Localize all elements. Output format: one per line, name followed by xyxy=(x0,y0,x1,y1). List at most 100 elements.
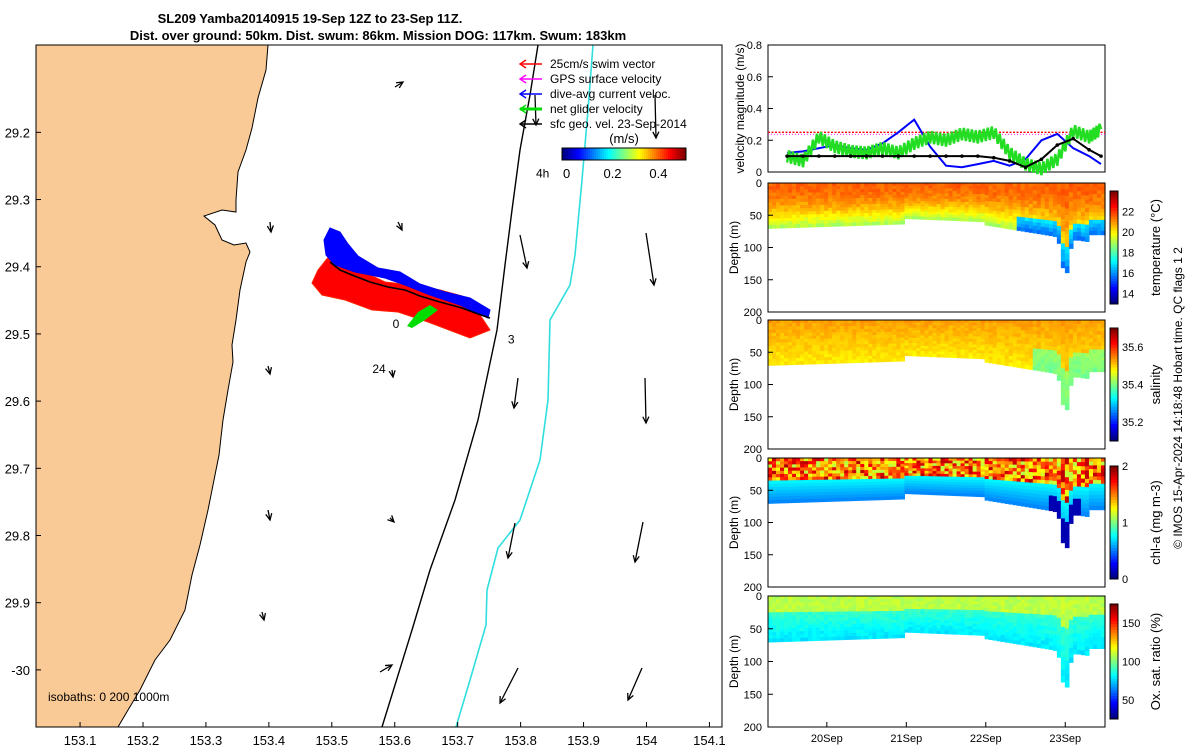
section-cell xyxy=(952,598,958,603)
section-cell xyxy=(892,619,897,624)
section-cell xyxy=(1088,345,1094,351)
section-cell xyxy=(828,596,833,600)
section-colorbar-cell xyxy=(1110,424,1118,428)
section-cell xyxy=(992,338,998,343)
section-cell xyxy=(1000,496,1006,501)
section-cell xyxy=(992,492,998,496)
section-cell xyxy=(1060,243,1066,251)
section-cell xyxy=(1060,494,1066,501)
section-cell xyxy=(1056,195,1062,201)
section-cell xyxy=(848,467,853,471)
section-cell xyxy=(828,473,833,478)
section-cell xyxy=(1068,605,1074,611)
section-cell xyxy=(812,351,817,355)
section-cell xyxy=(816,189,821,193)
map-colorbar-cell xyxy=(564,148,567,160)
section-cell xyxy=(1072,235,1078,241)
section-cell xyxy=(1000,458,1006,462)
section-cell xyxy=(828,467,833,471)
section-cell xyxy=(848,617,853,622)
section-cell xyxy=(888,466,893,471)
section-cell xyxy=(880,206,885,211)
section-cell xyxy=(844,479,849,484)
section-cell xyxy=(1064,641,1070,649)
section-cell xyxy=(804,192,809,197)
section-cell xyxy=(1044,480,1050,485)
section-cell xyxy=(956,209,962,214)
section-cell xyxy=(1008,359,1014,364)
section-cell xyxy=(1028,493,1034,498)
section-cell xyxy=(880,188,885,193)
section-cell xyxy=(1036,472,1042,477)
section-cell xyxy=(952,468,958,472)
section-cell xyxy=(884,617,889,621)
section-cell xyxy=(952,215,958,219)
section-cell xyxy=(1048,645,1054,650)
section-cell xyxy=(884,458,889,462)
section-cell xyxy=(1036,204,1042,209)
section-cell xyxy=(824,323,829,327)
section-cell xyxy=(904,460,910,464)
section-cell xyxy=(912,603,918,607)
section-cell xyxy=(992,479,998,484)
section-cell xyxy=(880,355,885,360)
section-cell xyxy=(1040,186,1046,191)
section-cell xyxy=(772,205,777,210)
section-cell xyxy=(860,189,865,193)
section-cell xyxy=(940,183,946,187)
section-cell xyxy=(996,211,1002,216)
section-cell xyxy=(916,198,922,202)
section-cell xyxy=(856,464,861,468)
section-cell xyxy=(948,346,954,350)
section-cell xyxy=(768,323,773,328)
section-cell xyxy=(856,608,861,612)
section-cell xyxy=(936,614,942,618)
section-cell xyxy=(868,599,873,603)
section-cell xyxy=(924,489,930,493)
section-cell xyxy=(896,596,901,600)
section-colorbar-tick-label: 35.4 xyxy=(1122,380,1143,392)
section-cell xyxy=(844,494,849,499)
section-cell xyxy=(824,341,829,346)
section-cell xyxy=(792,480,797,484)
section-cell xyxy=(1076,195,1082,200)
section-cell xyxy=(1080,495,1086,500)
section-cell xyxy=(1084,462,1090,467)
section-cell xyxy=(1092,498,1098,503)
section-cell xyxy=(800,467,805,472)
section-cell xyxy=(800,342,805,346)
section-cell xyxy=(1080,373,1086,379)
section-cell xyxy=(1048,491,1054,497)
section-cell xyxy=(852,488,857,492)
section-cell xyxy=(888,191,893,196)
section-cell xyxy=(1000,224,1006,229)
section-cell xyxy=(912,598,918,602)
section-cell xyxy=(936,204,942,208)
section-cell xyxy=(952,341,958,345)
section-cell xyxy=(1036,330,1042,336)
section-cell xyxy=(964,215,970,219)
section-cell xyxy=(1096,331,1102,336)
section-cell xyxy=(952,196,958,200)
section-cell xyxy=(908,325,914,329)
map-colorbar-cell xyxy=(604,148,607,160)
section-cell xyxy=(1024,189,1030,195)
section-cell xyxy=(932,478,938,483)
section-cell xyxy=(1028,362,1034,367)
section-cell xyxy=(1068,338,1074,344)
section-cell xyxy=(888,472,893,477)
section-cell xyxy=(780,183,785,187)
section-cell xyxy=(1020,340,1026,345)
section-cell xyxy=(932,476,938,480)
section-cell xyxy=(1044,476,1050,481)
section-cell xyxy=(972,193,978,198)
section-cell xyxy=(768,493,773,498)
section-cell xyxy=(788,192,793,197)
section-cell xyxy=(952,349,958,353)
section-cell xyxy=(1012,497,1018,502)
section-cell xyxy=(1060,626,1066,634)
section-cell xyxy=(844,482,849,487)
section-cell xyxy=(776,477,781,482)
section-cell xyxy=(908,350,914,354)
section-cell xyxy=(912,629,918,633)
